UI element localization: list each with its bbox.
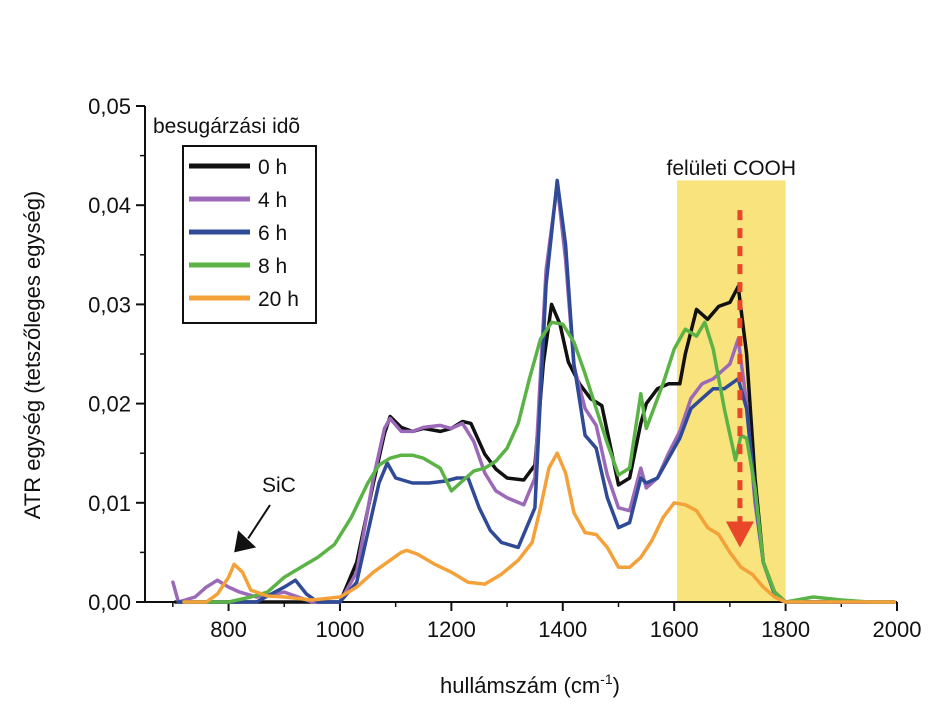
- x-axis-title-close: ): [613, 673, 620, 698]
- legend-label: 20 h: [258, 288, 299, 311]
- series-line-0-h: [173, 284, 896, 604]
- sic-label: SiC: [262, 474, 296, 497]
- legend-label: 8 h: [258, 255, 287, 278]
- y-tick-label: 0,05: [88, 94, 131, 119]
- y-tick-label: 0,00: [88, 590, 131, 615]
- cooh-label: felületi COOH: [667, 157, 797, 180]
- sic-arrow-shaft: [247, 504, 271, 539]
- y-tick-label: 0,02: [88, 392, 131, 417]
- x-tick-label: 1800: [761, 617, 810, 642]
- legend-label: 4 h: [258, 189, 287, 212]
- x-tick-label: 1600: [650, 617, 699, 642]
- x-tick-label: 1000: [315, 617, 364, 642]
- x-axis-title-sup: -1: [600, 671, 613, 687]
- legend-label: 6 h: [258, 222, 287, 245]
- axes-layer: 0,00 0,01 0,02 0,03 0,04 0,05 800 1000 1200 1400 1…: [88, 94, 921, 642]
- x-tick-label: 1200: [427, 617, 476, 642]
- annotation-layer: SiC felületi COOH: [234, 157, 797, 553]
- y-axis-title: ATR egység (tetszőleges egység): [20, 191, 45, 520]
- y-tick-label: 0,03: [88, 292, 131, 317]
- cooh-band-layer: [676, 180, 786, 602]
- series-line-8-h: [182, 320, 896, 604]
- series-line-20-h: [182, 451, 896, 604]
- x-axis-title: hullámszám (cm-1): [440, 671, 620, 698]
- x-tick-label: 2000: [873, 617, 922, 642]
- legend: 0 h 4 h 6 h 8 h 20 h: [182, 145, 317, 324]
- sic-arrowhead: [234, 530, 257, 553]
- x-axis-title-main: hullámszám (cm: [440, 673, 600, 698]
- y-tick-label: 0,01: [88, 491, 131, 516]
- y-tick-label: 0,04: [88, 193, 131, 218]
- cooh-arrowhead: [725, 521, 754, 548]
- legend-label: 0 h: [258, 156, 287, 179]
- x-tick-label: 1400: [538, 617, 587, 642]
- cooh-band: [676, 180, 786, 602]
- legend-title: besugárzási idõ: [153, 115, 300, 138]
- x-tick-label: 800: [210, 617, 247, 642]
